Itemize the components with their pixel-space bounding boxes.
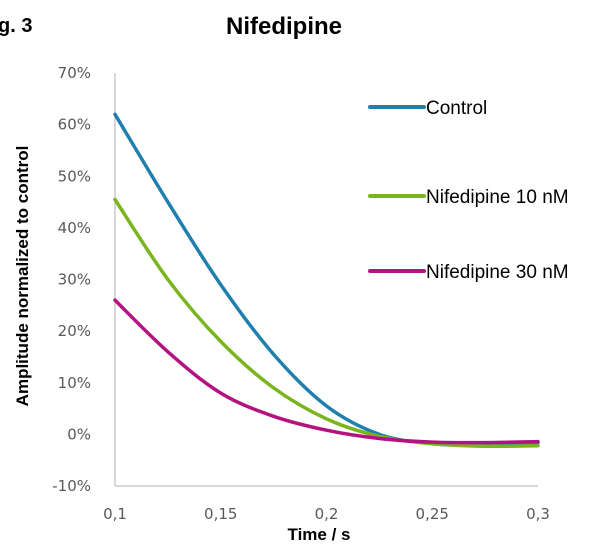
x-tick-label: 0,25 bbox=[416, 505, 449, 523]
legend: Control Nifedipine 10 nM Nifedipine 30 nM bbox=[368, 98, 569, 283]
x-tick-label: 0,1 bbox=[103, 505, 127, 523]
y-tick-label: 50% bbox=[58, 167, 91, 185]
y-axis-title: Amplitude normalized to control bbox=[13, 146, 32, 407]
chart-title: Nifedipine bbox=[226, 13, 342, 40]
y-tick-labels: 70% 60% 50% 40% 30% 20% 10% 0% -10% bbox=[52, 64, 91, 495]
x-tick-label: 0,2 bbox=[315, 505, 339, 523]
y-tick-label: -10% bbox=[52, 477, 91, 495]
series-line bbox=[113, 298, 540, 445]
legend-label: Control bbox=[426, 98, 487, 119]
y-tick-label: 60% bbox=[58, 116, 91, 134]
x-tick-label: 0,3 bbox=[526, 505, 550, 523]
x-axis-title: Time / s bbox=[288, 525, 351, 544]
x-tick-label: 0,15 bbox=[204, 505, 237, 523]
y-tick-label: 0% bbox=[67, 425, 91, 443]
y-tick-label: 20% bbox=[58, 322, 91, 340]
series-lines bbox=[113, 112, 540, 449]
chart-axes bbox=[114, 73, 538, 487]
legend-label: Nifedipine 10 nM bbox=[426, 187, 569, 208]
y-tick-label: 30% bbox=[58, 271, 91, 289]
series-line bbox=[113, 197, 540, 449]
legend-label: Nifedipine 30 nM bbox=[426, 262, 569, 283]
figure-label: g. 3 bbox=[0, 15, 32, 37]
y-tick-label: 40% bbox=[58, 219, 91, 237]
y-tick-label: 70% bbox=[58, 64, 91, 82]
x-tick-labels: 0,1 0,15 0,2 0,25 0,3 bbox=[103, 505, 550, 523]
y-tick-label: 10% bbox=[58, 374, 91, 392]
